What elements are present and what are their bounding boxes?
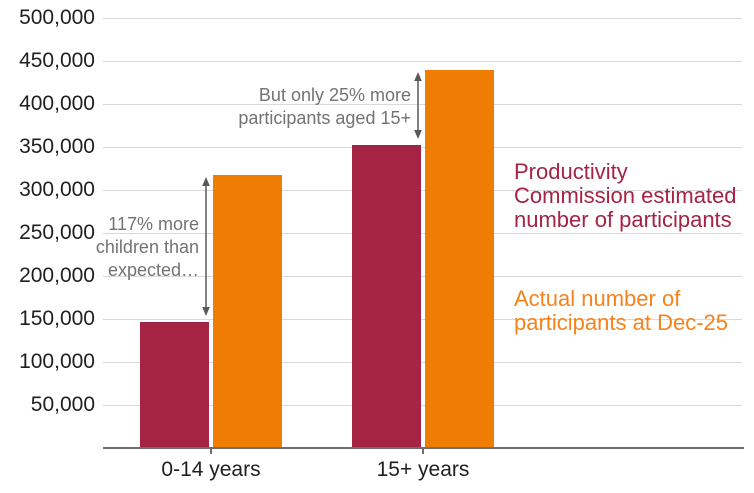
bar-actual-15+-years <box>425 69 494 448</box>
legend-estimated-line3: number of participants <box>514 207 732 232</box>
y-axis-tick-label: 350,000 <box>19 135 95 158</box>
bar-actual-0-14-years <box>213 175 282 448</box>
legend-estimated-line2: Commission estimated <box>514 183 737 208</box>
annotation-text-1: 117% more children than expected… <box>96 213 199 282</box>
comparison-arrow <box>414 72 422 139</box>
gridline <box>103 103 742 105</box>
y-axis-tick-label: 500,000 <box>19 6 95 29</box>
gridline <box>103 17 742 19</box>
x-axis-tick <box>210 448 212 454</box>
y-axis-tick-label: 300,000 <box>19 178 95 201</box>
legend-actual-line1: Actual number of <box>514 286 681 311</box>
gridline <box>103 361 742 363</box>
legend-actual: Actual number of participants at Dec-25 <box>514 287 728 335</box>
bar-estimated-15+-years <box>352 145 421 448</box>
annotation-line: expected… <box>107 260 199 280</box>
annotation-text-2: But only 25% more participants aged 15+ <box>238 84 411 130</box>
annotation-line: 117% more <box>108 214 199 234</box>
annotation-line: But only 25% more <box>258 85 411 105</box>
y-axis-tick-label: 200,000 <box>19 264 95 287</box>
gridline <box>103 232 742 234</box>
legend-estimated: Productivity Commission estimated number… <box>514 160 737 232</box>
annotation-line: participants aged 15+ <box>238 108 411 128</box>
y-axis-tick-label: 400,000 <box>19 92 95 115</box>
bar-estimated-0-14-years <box>140 322 209 448</box>
gridline <box>103 318 742 320</box>
gridline <box>103 60 742 62</box>
y-axis-tick-label: 150,000 <box>19 307 95 330</box>
y-axis-tick-label: 250,000 <box>19 221 95 244</box>
comparison-arrow <box>202 177 210 316</box>
legend-estimated-line1: Productivity <box>514 159 628 184</box>
gridline <box>103 189 742 191</box>
y-axis-tick-label: 50,000 <box>30 393 95 416</box>
gridline <box>103 404 742 406</box>
legend-actual-line2: participants at Dec-25 <box>514 310 728 335</box>
gridline <box>103 275 742 277</box>
gridline <box>103 146 742 148</box>
x-axis-category-label: 15+ years <box>376 458 470 481</box>
annotation-line: children than <box>95 237 199 257</box>
x-axis-category-label: 0-14 years <box>161 458 261 481</box>
y-axis-tick-label: 100,000 <box>19 350 95 373</box>
y-axis-tick-label: 450,000 <box>19 49 95 72</box>
x-axis-tick <box>422 448 424 454</box>
